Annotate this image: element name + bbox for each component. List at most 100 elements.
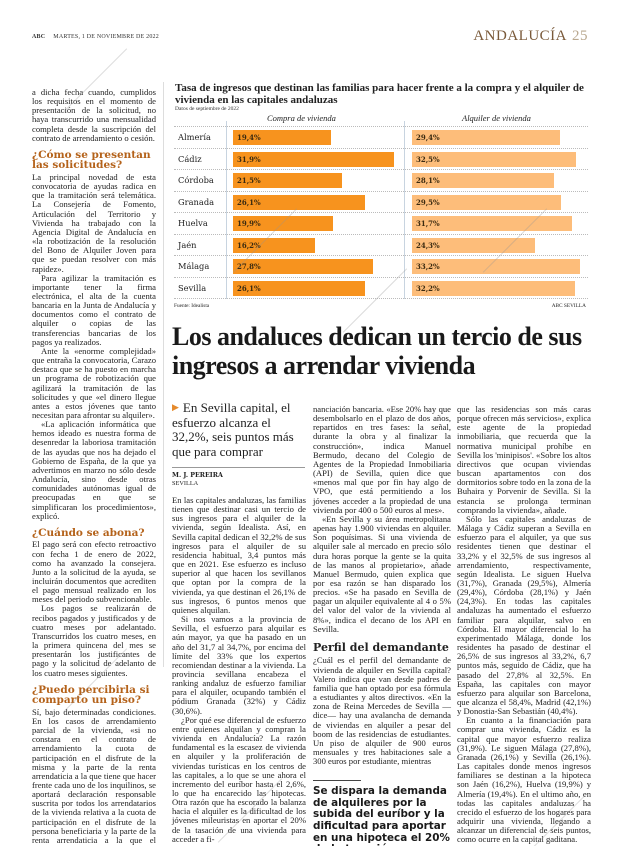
section-heading: ¿Puedo percibirla si comparto un piso? <box>32 683 150 707</box>
quote-divider <box>313 780 361 782</box>
category-label: Jaén <box>178 239 197 250</box>
alquiler-bar: 33,2% <box>412 259 580 274</box>
section-heading: ¿Cuándo se abona? <box>32 526 145 539</box>
brand-label: ABC <box>32 34 46 40</box>
compra-bar: 16,2% <box>233 237 315 253</box>
chart-plot-area: Compra de vivienda Alquiler de vivienda … <box>172 113 590 313</box>
data-label: 32,5% <box>416 154 440 164</box>
chart-row: Almería 19,4% 29,4% <box>174 126 588 148</box>
series-header-alquiler: Alquiler de vivienda <box>462 113 531 123</box>
paragraph: que las residencias son más caras porque… <box>457 404 591 515</box>
section-heading: ¿Cómo se presentan las solicitudes? <box>32 148 151 172</box>
chart-row: Málaga 27,8% 33,2% <box>174 255 588 277</box>
data-label: 31,9% <box>237 154 261 164</box>
chart-subtitle: Datos de septiembre de 2022 <box>175 106 239 112</box>
paragraph: a dicha fecha cuando, cumplidos los requ… <box>32 87 156 143</box>
paragraph: La principal novedad de esta convocatori… <box>32 171 156 274</box>
paragraph: Los pagos se realizarán de recibos pagad… <box>32 603 156 678</box>
data-label: 26,1% <box>237 283 261 293</box>
section-heading: Perfil del demandante <box>313 640 449 654</box>
deck-text: En Sevilla capital, el esfuerzo alcanza … <box>172 400 294 459</box>
category-label: Sevilla <box>178 282 207 293</box>
category-label: Granada <box>178 196 215 207</box>
data-label: 33,2% <box>416 262 440 271</box>
paragraph: El pago será con efecto retroactivo con … <box>32 539 156 605</box>
compra-bar: 31,9% <box>233 151 395 167</box>
paragraph: ¿Cuál es el perfil del demandante de viv… <box>313 655 451 767</box>
paragraph: Ante la «enorme complejidad» que entraña… <box>32 345 156 420</box>
sidebar-article: a dicha fecha cuando, cumplidos los requ… <box>32 87 156 846</box>
category-label: Málaga <box>178 261 210 271</box>
alquiler-bar: 24,3% <box>412 237 535 253</box>
data-label: 29,5% <box>416 197 440 207</box>
alquiler-bar: 32,5% <box>412 151 577 167</box>
author: M. J. PEREIRA <box>172 472 223 479</box>
paragraph: «La aplicación informática que hemos ide… <box>32 419 156 521</box>
data-label: 29,4% <box>416 133 440 142</box>
paragraph: Sí, bajo determinadas condiciones. En lo… <box>32 706 156 846</box>
data-label: 21,5% <box>237 176 261 185</box>
byline: M. J. PEREIRA SEVILLA <box>172 472 306 488</box>
data-label: 19,9% <box>237 219 261 228</box>
chart-row: Granada 26,1% 29,5% <box>174 190 588 213</box>
paragraph: «En Sevilla y su área metropolitana apen… <box>313 513 451 634</box>
chart-credit: ABC SEVILLA <box>551 303 586 309</box>
chart-row: Cádiz 31,9% 32,5% <box>174 147 588 170</box>
article-lead-column: ▶ En Sevilla capital, el esfuerzo alcanza… <box>172 400 306 844</box>
page-header-dateline: ABC MARTES, 1 DE NOVIEMBRE DE 2022 <box>32 34 159 40</box>
paragraph: nanciación bancaria. «Ese 20% hay que de… <box>313 404 451 515</box>
data-label: 27,8% <box>237 262 261 271</box>
data-label: 28,1% <box>416 176 440 185</box>
data-label: 32,2% <box>416 283 440 293</box>
chart-bottom-rule <box>174 298 588 299</box>
paragraph: ¿Por qué ese diferencial de esfuerzo ent… <box>172 714 306 844</box>
page-number: 25 <box>572 28 588 44</box>
chart-row: Huelva 19,9% 31,7% <box>174 212 588 234</box>
data-label: 31,7% <box>416 219 440 228</box>
chart-row: Córdoba 21,5% 28,1% <box>174 169 588 191</box>
alquiler-bar: 29,4% <box>412 130 561 145</box>
alquiler-bar: 29,5% <box>412 194 561 210</box>
pull-quote: Se dispara la demanda de alquileres por … <box>313 785 450 846</box>
compra-bar: 26,1% <box>233 194 365 210</box>
data-label: 26,1% <box>237 197 261 207</box>
paragraph: Sólo las capitales andaluzas de Málaga y… <box>457 513 591 717</box>
data-label: 19,4% <box>237 133 261 142</box>
axis-line <box>404 121 405 299</box>
alquiler-bar: 31,7% <box>412 216 573 231</box>
category-label: Almería <box>178 132 211 142</box>
divider <box>172 467 305 468</box>
chart-title: Tasa de ingresos que destinan las famili… <box>175 82 584 106</box>
date-label: MARTES, 1 DE NOVIEMBRE DE 2022 <box>53 34 159 40</box>
article-column-2: nanciación bancaria. «Ese 20% hay que de… <box>313 404 451 846</box>
location: SEVILLA <box>172 480 199 487</box>
compra-bar: 27,8% <box>233 259 374 274</box>
section-name: ANDALUCÍA <box>473 28 567 44</box>
compra-bar: 19,4% <box>233 130 331 145</box>
article-column-1: En las capitales andaluzas, las familias… <box>172 495 306 844</box>
category-label: Cádiz <box>178 153 202 164</box>
article-column-3: que las residencias son más caras porque… <box>457 404 591 845</box>
compra-bar: 21,5% <box>233 173 342 188</box>
headline: Los andaluces dedican un tercio de sus i… <box>172 322 582 380</box>
paragraph: Si nos vamos a la provincia de Sevilla, … <box>172 614 306 716</box>
category-label: Córdoba <box>178 175 214 185</box>
compra-bar: 26,1% <box>233 280 365 296</box>
series-header-compra: Compra de vivienda <box>267 113 336 123</box>
axis-line <box>226 121 227 299</box>
alquiler-bar: 28,1% <box>412 173 554 188</box>
data-label: 24,3% <box>416 240 440 250</box>
section-header: ANDALUCÍA 25 <box>473 28 588 45</box>
data-label: 16,2% <box>237 240 261 250</box>
income-effort-chart: Tasa de ingresos que destinan las famili… <box>172 82 590 313</box>
category-label: Huelva <box>178 218 208 228</box>
alquiler-bar: 32,2% <box>412 280 575 296</box>
chart-row: Jaén 16,2% 24,3% <box>174 233 588 256</box>
paragraph: En cuanto a la financiación para comprar… <box>457 715 591 845</box>
paragraph: Para agilizar la tramitación es importan… <box>32 272 156 347</box>
deck: ▶ En Sevilla capital, el esfuerzo alcanza… <box>172 400 306 459</box>
column-divider <box>163 82 164 667</box>
chart-source: Fuente: Idealista <box>174 303 210 309</box>
chart-row: Sevilla 26,1% 32,2% <box>174 276 588 299</box>
compra-bar: 19,9% <box>233 216 334 231</box>
